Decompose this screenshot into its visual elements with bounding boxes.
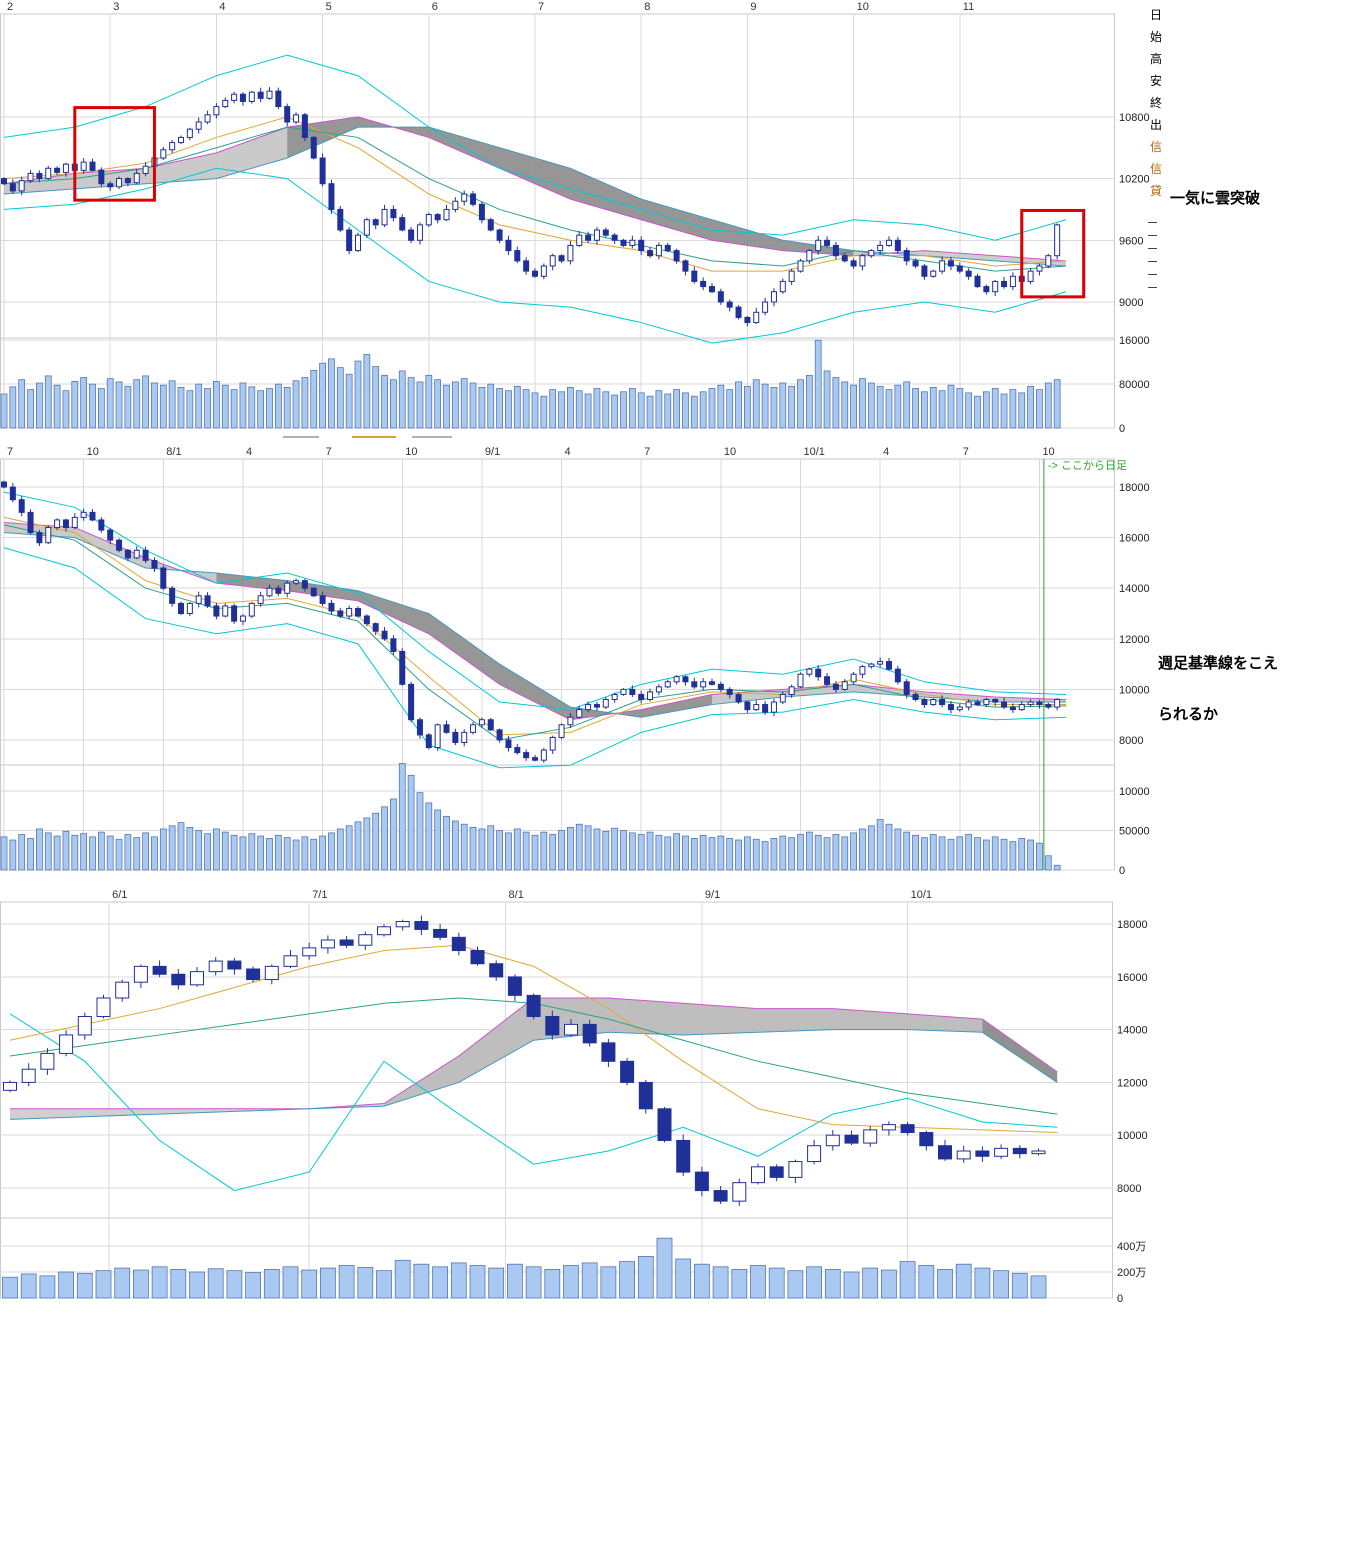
axis-labels: 10800 10200 9600 9000 160000 80000 0 2 3 4 5 6 7 8 9 10… [7, 1, 1150, 435]
candles [1, 480, 1061, 763]
legend-mark [352, 436, 396, 438]
volume-bars [0, 339, 1061, 429]
svg-text:8000: 8000 [1117, 1183, 1141, 1195]
mini-legend-marks [0, 436, 1150, 439]
svg-text:0: 0 [1117, 1293, 1123, 1304]
svg-text:9: 9 [750, 1, 756, 13]
svg-text:7: 7 [7, 446, 13, 458]
legend-mark [412, 436, 452, 438]
svg-text:4: 4 [246, 446, 252, 458]
side-legend-item: 高 [1150, 52, 1163, 66]
svg-text:5: 5 [326, 1, 332, 13]
svg-text:10: 10 [724, 446, 736, 458]
svg-text:2: 2 [7, 1, 13, 13]
candles [1, 87, 1061, 327]
weekly-candlestick-chart: 18000 16000 14000 12000 10000 8000 1000000 5000… [0, 446, 1150, 877]
lower-band [3, 167, 1067, 344]
svg-text:7: 7 [644, 446, 650, 458]
svg-text:8/1: 8/1 [509, 889, 524, 901]
side-legend-panel: 日 始 高 安 終 出 信 信 貸 [1150, 4, 1165, 224]
volume-bars [0, 763, 1061, 871]
svg-text:12000: 12000 [1117, 1077, 1148, 1089]
svg-text:10/1: 10/1 [804, 446, 825, 458]
svg-text:18000: 18000 [1119, 482, 1150, 494]
axis-labels: 18000 16000 14000 12000 10000 8000 400万 200万 0 6/… [112, 889, 1147, 1304]
svg-text:9/1: 9/1 [485, 446, 500, 458]
svg-text:80000: 80000 [1119, 379, 1150, 391]
svg-text:9000: 9000 [1119, 297, 1143, 309]
svg-text:10000: 10000 [1117, 1130, 1148, 1142]
weekly-detail-candlestick-chart: 18000 16000 14000 12000 10000 8000 400万 200万 0 6/… [0, 889, 1148, 1304]
svg-text:3: 3 [113, 1, 119, 13]
side-legend-item: 信 [1150, 162, 1163, 176]
side-legend-item: 始 [1150, 30, 1163, 44]
svg-text:12000: 12000 [1119, 634, 1150, 646]
annotation-cloud-breakout: 一気に雲突破 [1170, 190, 1261, 207]
grid [0, 13, 1115, 429]
svg-text:10: 10 [87, 446, 99, 458]
side-legend-item: 終 [1150, 96, 1163, 110]
candles [3, 915, 1046, 1206]
upper-band [3, 54, 1067, 241]
svg-text:4: 4 [219, 1, 225, 13]
svg-text:-> ここから日足: -> ここから日足 [1048, 459, 1127, 472]
svg-text:11: 11 [963, 1, 974, 13]
svg-text:10: 10 [405, 446, 417, 458]
lower-band [9, 1013, 1058, 1192]
side-legend-item: 信 [1150, 140, 1163, 154]
side-legend-item: 日 [1150, 8, 1163, 22]
svg-text:4: 4 [565, 446, 571, 458]
svg-text:7: 7 [326, 446, 332, 458]
svg-text:10/1: 10/1 [911, 889, 932, 901]
legend-mark [283, 436, 319, 438]
svg-text:7: 7 [538, 1, 544, 13]
moving-average [3, 524, 1067, 741]
price-scale-ticks [1148, 222, 1157, 300]
ichimoku-cloud [9, 997, 1058, 1120]
svg-text:14000: 14000 [1117, 1025, 1148, 1037]
svg-text:0: 0 [1119, 865, 1125, 877]
svg-text:7/1: 7/1 [312, 889, 327, 901]
lower-band [3, 547, 1067, 769]
annotation-weekly-kijun-line1: 週足基準線をこえ [1158, 655, 1279, 672]
svg-text:160000: 160000 [1119, 335, 1150, 347]
svg-text:10000: 10000 [1119, 684, 1150, 696]
svg-text:9600: 9600 [1119, 235, 1143, 247]
svg-text:6/1: 6/1 [112, 889, 127, 901]
svg-text:6: 6 [432, 1, 438, 13]
svg-text:4: 4 [883, 446, 889, 458]
svg-text:8000: 8000 [1119, 735, 1143, 747]
axis-labels: 18000 16000 14000 12000 10000 8000 1000000 5000… [7, 446, 1150, 877]
svg-text:16000: 16000 [1117, 972, 1148, 984]
svg-text:8: 8 [644, 1, 650, 13]
side-legend-item: 出 [1150, 118, 1163, 132]
svg-text:16000: 16000 [1119, 533, 1150, 545]
svg-text:14000: 14000 [1119, 583, 1150, 595]
side-legend-item: 貸 [1150, 184, 1163, 198]
annotation-weekly-kijun-line2: られるか [1158, 706, 1219, 723]
daily-start-marker: -> ここから日足 [1043, 459, 1127, 870]
svg-text:10: 10 [1042, 446, 1054, 458]
svg-text:7: 7 [963, 446, 969, 458]
svg-text:400万: 400万 [1117, 1241, 1146, 1253]
svg-text:8/1: 8/1 [166, 446, 181, 458]
svg-text:0: 0 [1119, 423, 1125, 435]
svg-text:200万: 200万 [1117, 1267, 1146, 1279]
grid [0, 901, 1113, 1299]
svg-text:10200: 10200 [1119, 174, 1150, 186]
svg-text:10: 10 [857, 1, 869, 13]
daily-candlestick-chart: 10800 10200 9600 9000 160000 80000 0 2 3 4 5 6 7 8 9 10… [0, 1, 1150, 435]
volume-bars [2, 1237, 1047, 1299]
svg-text:10800: 10800 [1119, 112, 1150, 124]
svg-text:1000000: 1000000 [1119, 786, 1150, 798]
moving-average [3, 126, 1067, 272]
svg-text:18000: 18000 [1117, 919, 1148, 931]
highlight-boxes [73, 106, 1086, 299]
svg-text:9/1: 9/1 [705, 889, 720, 901]
grid [0, 458, 1115, 871]
side-legend-item: 安 [1150, 74, 1163, 88]
